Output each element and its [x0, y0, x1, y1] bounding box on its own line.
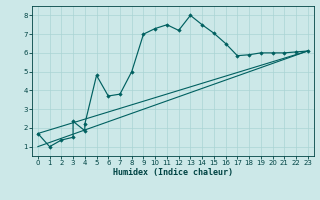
X-axis label: Humidex (Indice chaleur): Humidex (Indice chaleur): [113, 168, 233, 177]
